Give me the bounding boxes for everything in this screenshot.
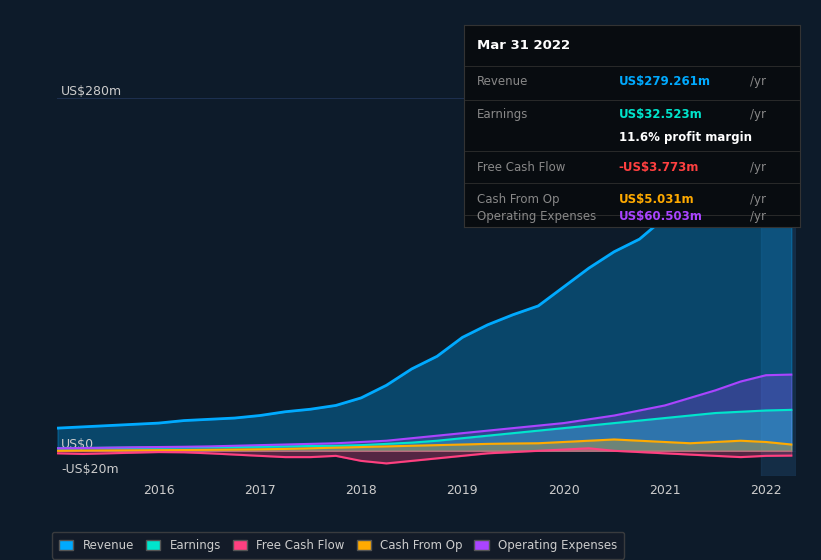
Text: Operating Expenses: Operating Expenses bbox=[477, 210, 597, 223]
Text: Earnings: Earnings bbox=[477, 109, 529, 122]
Text: US$280m: US$280m bbox=[62, 85, 122, 98]
Text: /yr: /yr bbox=[750, 210, 766, 223]
Text: /yr: /yr bbox=[750, 161, 766, 174]
Text: US$279.261m: US$279.261m bbox=[619, 75, 711, 88]
Text: US$5.031m: US$5.031m bbox=[619, 193, 695, 206]
Text: US$32.523m: US$32.523m bbox=[619, 109, 703, 122]
Text: /yr: /yr bbox=[750, 75, 766, 88]
Text: Revenue: Revenue bbox=[477, 75, 529, 88]
Text: /yr: /yr bbox=[750, 193, 766, 206]
Text: US$0: US$0 bbox=[62, 438, 94, 451]
Text: Mar 31 2022: Mar 31 2022 bbox=[477, 39, 571, 52]
Text: 11.6% profit margin: 11.6% profit margin bbox=[619, 130, 752, 143]
Text: /yr: /yr bbox=[750, 109, 766, 122]
Text: Free Cash Flow: Free Cash Flow bbox=[477, 161, 566, 174]
Bar bbox=[761, 73, 796, 476]
Text: -US$20m: -US$20m bbox=[62, 463, 119, 476]
Text: US$60.503m: US$60.503m bbox=[619, 210, 703, 223]
Text: Cash From Op: Cash From Op bbox=[477, 193, 560, 206]
Legend: Revenue, Earnings, Free Cash Flow, Cash From Op, Operating Expenses: Revenue, Earnings, Free Cash Flow, Cash … bbox=[52, 531, 625, 559]
Text: -US$3.773m: -US$3.773m bbox=[619, 161, 699, 174]
